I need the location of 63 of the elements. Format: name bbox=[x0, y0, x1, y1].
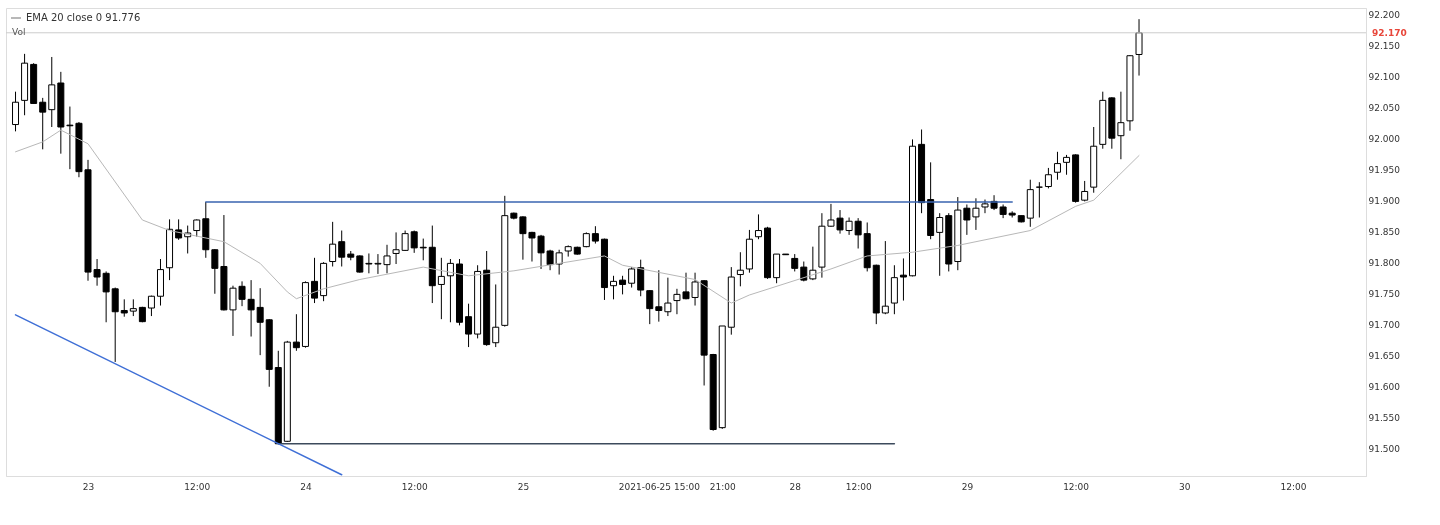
y-tick-label: 91.800 bbox=[1368, 257, 1401, 268]
x-tick-label: 2021-06-25 15:00 bbox=[618, 481, 701, 492]
y-tick-label: 92.000 bbox=[1368, 133, 1401, 144]
y-tick-label: 91.600 bbox=[1368, 381, 1401, 392]
x-tick-label: 23 bbox=[82, 481, 95, 492]
candlestick bbox=[437, 257, 445, 320]
y-tick-label: 91.500 bbox=[1368, 443, 1401, 454]
y-tick-label: 91.550 bbox=[1368, 412, 1401, 423]
x-tick-label: 29 bbox=[961, 481, 974, 492]
y-tick-label: 92.050 bbox=[1368, 102, 1401, 113]
candlestick bbox=[899, 257, 907, 302]
candlestick bbox=[637, 259, 645, 297]
x-tick-label: 21:00 bbox=[709, 481, 736, 492]
x-tick-label: 25 bbox=[517, 481, 530, 492]
candlestick bbox=[311, 257, 319, 304]
candlestick bbox=[664, 277, 672, 317]
candlestick bbox=[1135, 18, 1143, 77]
candlestick bbox=[881, 240, 889, 315]
candlestick bbox=[292, 313, 300, 352]
x-tick-label: 12:00 bbox=[1063, 481, 1090, 492]
candlestick bbox=[1035, 181, 1043, 219]
annotation: Vol bbox=[12, 27, 26, 37]
x-tick-label: 12:00 bbox=[1280, 481, 1307, 492]
candlestick bbox=[655, 269, 663, 323]
y-tick-label: 91.750 bbox=[1368, 288, 1401, 299]
candlestick bbox=[1053, 151, 1061, 181]
candlestick bbox=[338, 230, 346, 267]
y-tick-label: 92.100 bbox=[1368, 71, 1401, 82]
x-tick-label: 12:00 bbox=[401, 481, 428, 492]
candlestick bbox=[646, 289, 654, 325]
y-tick-label: 91.900 bbox=[1368, 195, 1401, 206]
y-tick-label: 92.150 bbox=[1368, 40, 1401, 51]
candlestick bbox=[610, 275, 618, 300]
x-tick-label: 28 bbox=[789, 481, 802, 492]
candlestick bbox=[12, 91, 20, 132]
candlestick bbox=[1063, 154, 1071, 176]
x-tick-label: 12:00 bbox=[845, 481, 872, 492]
candlestick bbox=[619, 275, 627, 295]
candlestick bbox=[1117, 91, 1125, 160]
candlestick bbox=[465, 303, 473, 348]
ref-line-label: 92.170 bbox=[1372, 27, 1407, 38]
candlestick bbox=[492, 283, 500, 348]
y-tick-label: 91.850 bbox=[1368, 226, 1401, 237]
candlestick bbox=[111, 287, 119, 363]
x-tick-label: 12:00 bbox=[184, 481, 211, 492]
candlestick bbox=[936, 212, 944, 277]
y-tick-label: 91.700 bbox=[1368, 319, 1401, 330]
candlestick bbox=[1044, 167, 1052, 189]
y-tick-label: 91.950 bbox=[1368, 164, 1401, 175]
candlestick bbox=[754, 213, 762, 240]
x-tick-label: 30 bbox=[1179, 481, 1191, 492]
candlestick bbox=[736, 251, 744, 287]
candlestick bbox=[419, 238, 427, 261]
legend-label: EMA 20 close 0 91.776 bbox=[26, 12, 141, 23]
candlestick bbox=[329, 221, 337, 267]
candlestick bbox=[39, 97, 47, 150]
line-series bbox=[15, 129, 1140, 304]
x-tick-label: 24 bbox=[300, 481, 312, 492]
candlestick bbox=[555, 249, 563, 276]
y-tick-label: 92.200 bbox=[1368, 9, 1401, 20]
y-tick-label: 91.650 bbox=[1368, 350, 1401, 361]
candlestick bbox=[256, 287, 264, 356]
candlestick bbox=[773, 253, 781, 284]
